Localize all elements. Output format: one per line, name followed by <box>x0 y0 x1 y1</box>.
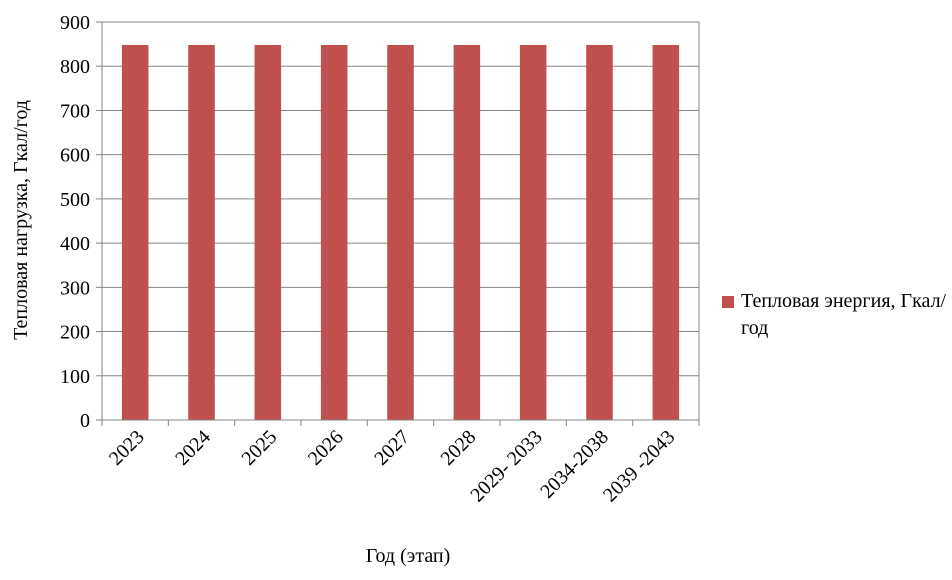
x-tick-label: 2027 <box>370 426 414 470</box>
y-tick-label: 0 <box>80 410 90 432</box>
x-tick-label: 2039 -2043 <box>599 426 679 506</box>
y-tick-label: 100 <box>60 366 90 388</box>
bar <box>519 44 547 421</box>
bar <box>586 44 613 421</box>
bar <box>254 44 282 421</box>
bar <box>320 44 348 421</box>
x-tick-label: 2025 <box>238 426 282 470</box>
bar <box>453 44 481 421</box>
x-axis-title: Год (этап) <box>366 545 451 567</box>
legend: Тепловая энергия, Гкал/год <box>722 288 952 342</box>
x-tick-label: 2023 <box>105 426 149 470</box>
y-tick-label: 300 <box>60 277 90 299</box>
axes <box>96 21 700 426</box>
y-axis-title: Тепловая нагрузка, Гкал/год <box>10 100 32 340</box>
y-tick-label: 500 <box>60 189 90 211</box>
x-tick-label: 2024 <box>171 426 215 470</box>
bars <box>121 44 680 421</box>
bar <box>387 44 414 421</box>
bar <box>188 44 215 421</box>
bar <box>652 44 680 421</box>
y-tick-labels: 0 100 200 300 400 500 600 700 800 900 <box>60 12 90 432</box>
y-tick-label: 200 <box>60 322 90 344</box>
y-tick-label: 900 <box>60 12 90 34</box>
x-tick-label: 2026 <box>304 426 348 470</box>
y-tick-label: 700 <box>60 100 90 122</box>
y-tick-label: 600 <box>60 145 90 167</box>
legend-swatch <box>722 296 734 308</box>
x-tick-label: 2028 <box>437 426 481 470</box>
y-tick-label: 800 <box>60 56 90 78</box>
x-tick-label: 2029- 2033 <box>466 426 546 506</box>
legend-label: Тепловая энергия, Гкал/год <box>741 290 947 339</box>
bar <box>121 44 149 421</box>
y-tick-label: 400 <box>60 233 90 255</box>
